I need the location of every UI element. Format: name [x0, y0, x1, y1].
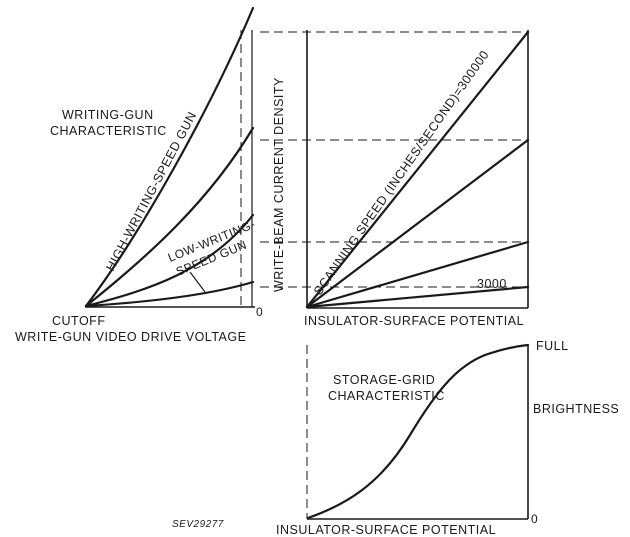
top-panel-x-axis-label: INSULATOR-SURFACE POTENTIAL — [304, 314, 524, 328]
writing-gun-panel: WRITING-GUN CHARACTERISTIC HIGH-WRITING-… — [15, 6, 263, 344]
brightness-label: BRIGHTNESS — [533, 402, 619, 416]
scanning-speed-line-3 — [305, 240, 530, 309]
writing-gun-title-line2: CHARACTERISTIC — [50, 124, 167, 138]
low-writing-speed-gun-curve-a — [84, 213, 255, 308]
low-scanning-speed-label: 3000 — [477, 277, 507, 291]
storage-grid-panel: STORAGE-GRID CHARACTERISTIC FULL BRIGHTN… — [276, 339, 619, 537]
full-label: FULL — [536, 339, 569, 353]
storage-grid-title-line2: CHARACTERISTIC — [328, 389, 445, 403]
figure-id-label: SEV29277 — [172, 519, 224, 530]
writing-gun-title-line1: WRITING-GUN — [62, 108, 154, 122]
left-zero-label: 0 — [256, 305, 263, 319]
low-gun-pointer-line — [189, 271, 206, 293]
write-gun-video-drive-voltage-label: WRITE-GUN VIDEO DRIVE VOLTAGE — [15, 330, 246, 344]
storage-grid-title-line1: STORAGE-GRID — [333, 373, 435, 387]
low-writing-speed-gun-curve-b — [84, 280, 255, 308]
write-beam-current-density-label: WRITE-BEAM CURRENT DENSITY — [272, 77, 286, 292]
high-writing-speed-gun-curve — [84, 6, 255, 308]
bottom-zero-label: 0 — [531, 512, 538, 526]
scanning-speed-300000-line — [305, 30, 530, 309]
scanning-speed-line-2 — [305, 138, 530, 309]
scanning-speed-3000-line — [305, 285, 530, 309]
mid-writing-speed-gun-curve — [84, 126, 255, 308]
storage-grid-curve — [306, 343, 530, 520]
write-beam-panel: WRITE-BEAM CURRENT DENSITY SCANNING SPEE… — [260, 30, 530, 328]
cutoff-label: CUTOFF — [52, 314, 105, 328]
bottom-panel-x-axis-label: INSULATOR-SURFACE POTENTIAL — [276, 523, 496, 537]
